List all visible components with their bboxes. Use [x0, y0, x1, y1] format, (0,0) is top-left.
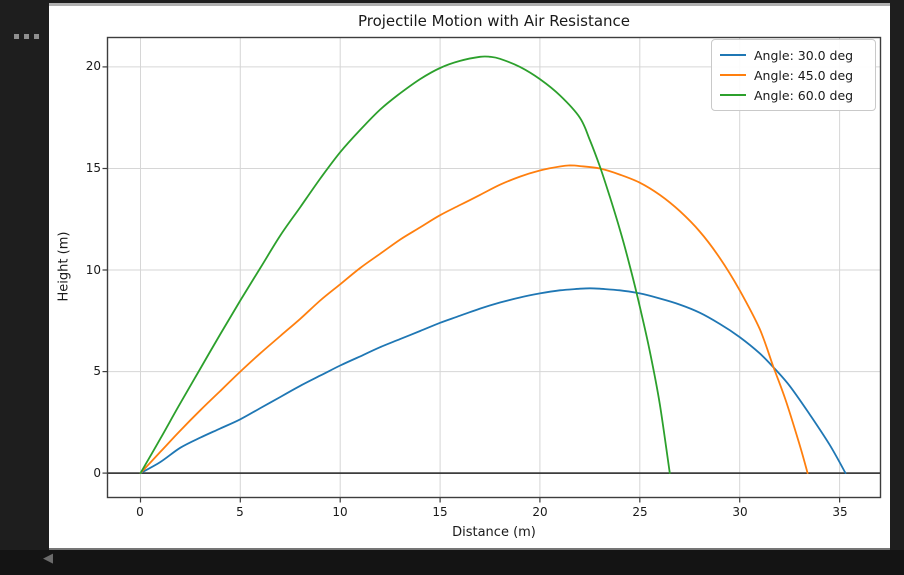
- legend-item: Angle: 45.0 deg: [720, 65, 867, 85]
- plot-area: [102, 36, 882, 503]
- legend-item-label: Angle: 45.0 deg: [754, 67, 854, 83]
- y-tick-label: 5: [93, 364, 101, 378]
- bottom-bar: [0, 550, 904, 575]
- y-tick-label: 10: [85, 263, 101, 277]
- x-tick-label: 30: [732, 505, 748, 519]
- legend-item-label: Angle: 60.0 deg: [754, 87, 854, 103]
- y-tick-label: 15: [85, 161, 101, 175]
- x-tick-label: 5: [236, 505, 244, 519]
- x-tick-label: 35: [832, 505, 848, 519]
- legend-item: Angle: 60.0 deg: [720, 85, 867, 105]
- x-tick-label: 20: [532, 505, 548, 519]
- legend-line-swatch: [720, 93, 746, 97]
- plot-container: Projectile Motion with Air Resistance 0 …: [49, 6, 890, 549]
- y-tick-label: 0: [93, 466, 101, 480]
- x-axis-label: Distance (m): [452, 525, 536, 540]
- chart-title: Projectile Motion with Air Resistance: [357, 12, 631, 30]
- figure-canvas: Projectile Motion with Air Resistance 0 …: [49, 3, 890, 550]
- legend-line-swatch: [720, 73, 746, 77]
- y-tick-label: 20: [85, 59, 101, 73]
- more-options-icon[interactable]: [14, 34, 39, 39]
- legend-item: Angle: 30.0 deg: [720, 45, 867, 65]
- legend: Angle: 30.0 deg Angle: 45.0 deg Angle: 6…: [711, 39, 876, 111]
- x-tick-label: 0: [136, 505, 144, 519]
- legend-item-label: Angle: 30.0 deg: [754, 47, 854, 63]
- legend-line-swatch: [720, 53, 746, 57]
- x-tick-label: 25: [632, 505, 648, 519]
- y-axis-label: Height (m): [56, 231, 72, 302]
- back-arrow-icon[interactable]: ◀: [43, 551, 53, 566]
- x-tick-label: 10: [332, 505, 348, 519]
- x-tick-label: 15: [432, 505, 448, 519]
